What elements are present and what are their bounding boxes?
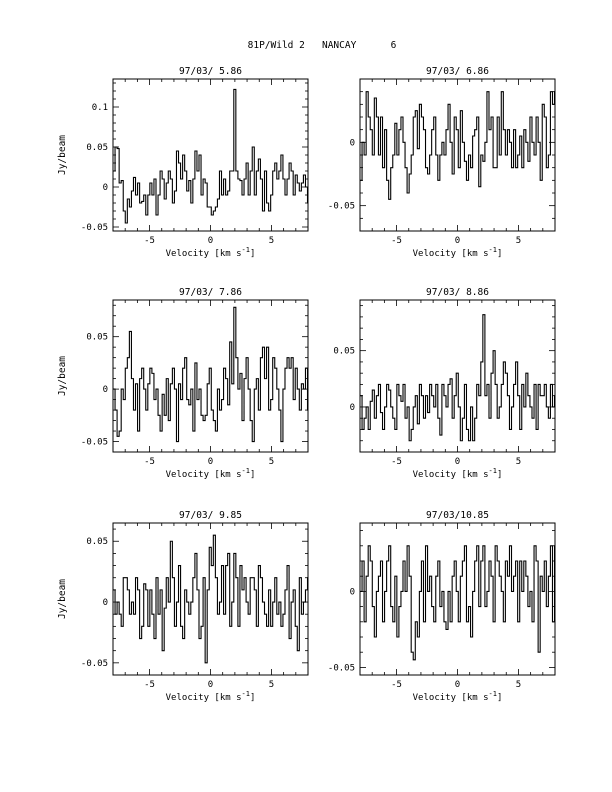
x-axis-label: Velocity [km s-1] [166, 246, 256, 259]
y-tick-label: -0.05 [81, 438, 108, 448]
x-tick-label: 5 [516, 680, 521, 690]
spectrum-line [360, 545, 555, 661]
spectrum-line [113, 534, 308, 664]
panel-title: 97/03/10.85 [426, 510, 489, 521]
x-tick-label: 5 [269, 236, 274, 246]
spectrum-line [360, 314, 555, 442]
spectrum-line [113, 306, 308, 443]
x-tick-label: 0 [455, 236, 460, 246]
y-tick-label: 0.05 [333, 347, 355, 357]
x-axis-label: Velocity [km s-1] [413, 467, 503, 480]
figure-title: 81P/Wild 2 NANCAY 6 [248, 40, 397, 51]
x-tick-label: 0 [455, 457, 460, 467]
spectrum-line [360, 91, 555, 200]
y-axis-label: Jy/beam [57, 356, 68, 396]
y-tick-label: 0.05 [86, 143, 108, 153]
y-tick-label: -0.05 [328, 202, 355, 212]
x-tick-label: 5 [516, 457, 521, 467]
panel-title: 97/03/ 8.86 [426, 287, 489, 298]
y-tick-label: 0 [103, 598, 108, 608]
y-tick-label: 0 [103, 183, 108, 193]
x-tick-label: 0 [208, 236, 213, 246]
x-tick-label: -5 [144, 457, 155, 467]
x-tick-label: 0 [455, 680, 460, 690]
panel-1: 97/03/ 5.86 -5 0 5 0.1 0.05 0 -0.05 Velocity [km… [57, 66, 309, 259]
y-tick-label: -0.05 [328, 663, 355, 673]
panel-title: 97/03/ 5.86 [179, 66, 242, 77]
y-tick-label: 0 [350, 403, 355, 413]
y-axis-label: Jy/beam [57, 579, 68, 619]
panel-title: 97/03/ 6.86 [426, 66, 489, 77]
x-axis-label: Velocity [km s-1] [413, 690, 503, 703]
panel-6: 97/03/10.85 -5 0 5 0 -0.05 Velocity [km s-1] [328, 510, 556, 703]
x-tick-label: -5 [391, 680, 402, 690]
x-tick-label: -5 [144, 680, 155, 690]
panel-2: 97/03/ 6.86 -5 0 5 0 -0.05 Velocity [km s-1] [328, 66, 556, 259]
panel-3: 97/03/ 7.86 -5 0 5 0.05 0 -0.05 Velocity [km s-… [57, 287, 309, 480]
x-tick-label: -5 [391, 457, 402, 467]
y-tick-label: 0.05 [86, 537, 108, 547]
spectrum-line [113, 88, 308, 224]
y-tick-label: -0.05 [81, 659, 108, 669]
panels: 97/03/ 5.86 -5 0 5 0.1 0.05 0 -0.05 Velocity [km… [57, 66, 556, 703]
y-tick-label: -0.05 [81, 223, 108, 233]
y-axis-label: Jy/beam [57, 135, 68, 175]
panel-title: 97/03/ 7.86 [179, 287, 242, 298]
y-tick-label: 0.1 [92, 103, 108, 113]
y-tick-label: 0.05 [86, 333, 108, 343]
x-tick-label: -5 [391, 236, 402, 246]
x-axis-label: Velocity [km s-1] [413, 246, 503, 259]
x-tick-label: 5 [269, 457, 274, 467]
panel-title: 97/03/ 9.85 [179, 510, 242, 521]
x-axis-label: Velocity [km s-1] [166, 467, 256, 480]
y-tick-label: 0 [350, 138, 355, 148]
y-tick-label: 0 [103, 385, 108, 395]
x-axis-label: Velocity [km s-1] [166, 690, 256, 703]
x-tick-label: 5 [269, 680, 274, 690]
x-tick-label: 0 [208, 457, 213, 467]
x-tick-label: 0 [208, 680, 213, 690]
y-tick-label: 0 [350, 587, 355, 597]
x-tick-label: -5 [144, 236, 155, 246]
panel-5: 97/03/ 9.85 -5 0 5 0.05 0 -0.05 Velocity [km s-… [57, 510, 309, 703]
x-tick-label: 5 [516, 236, 521, 246]
